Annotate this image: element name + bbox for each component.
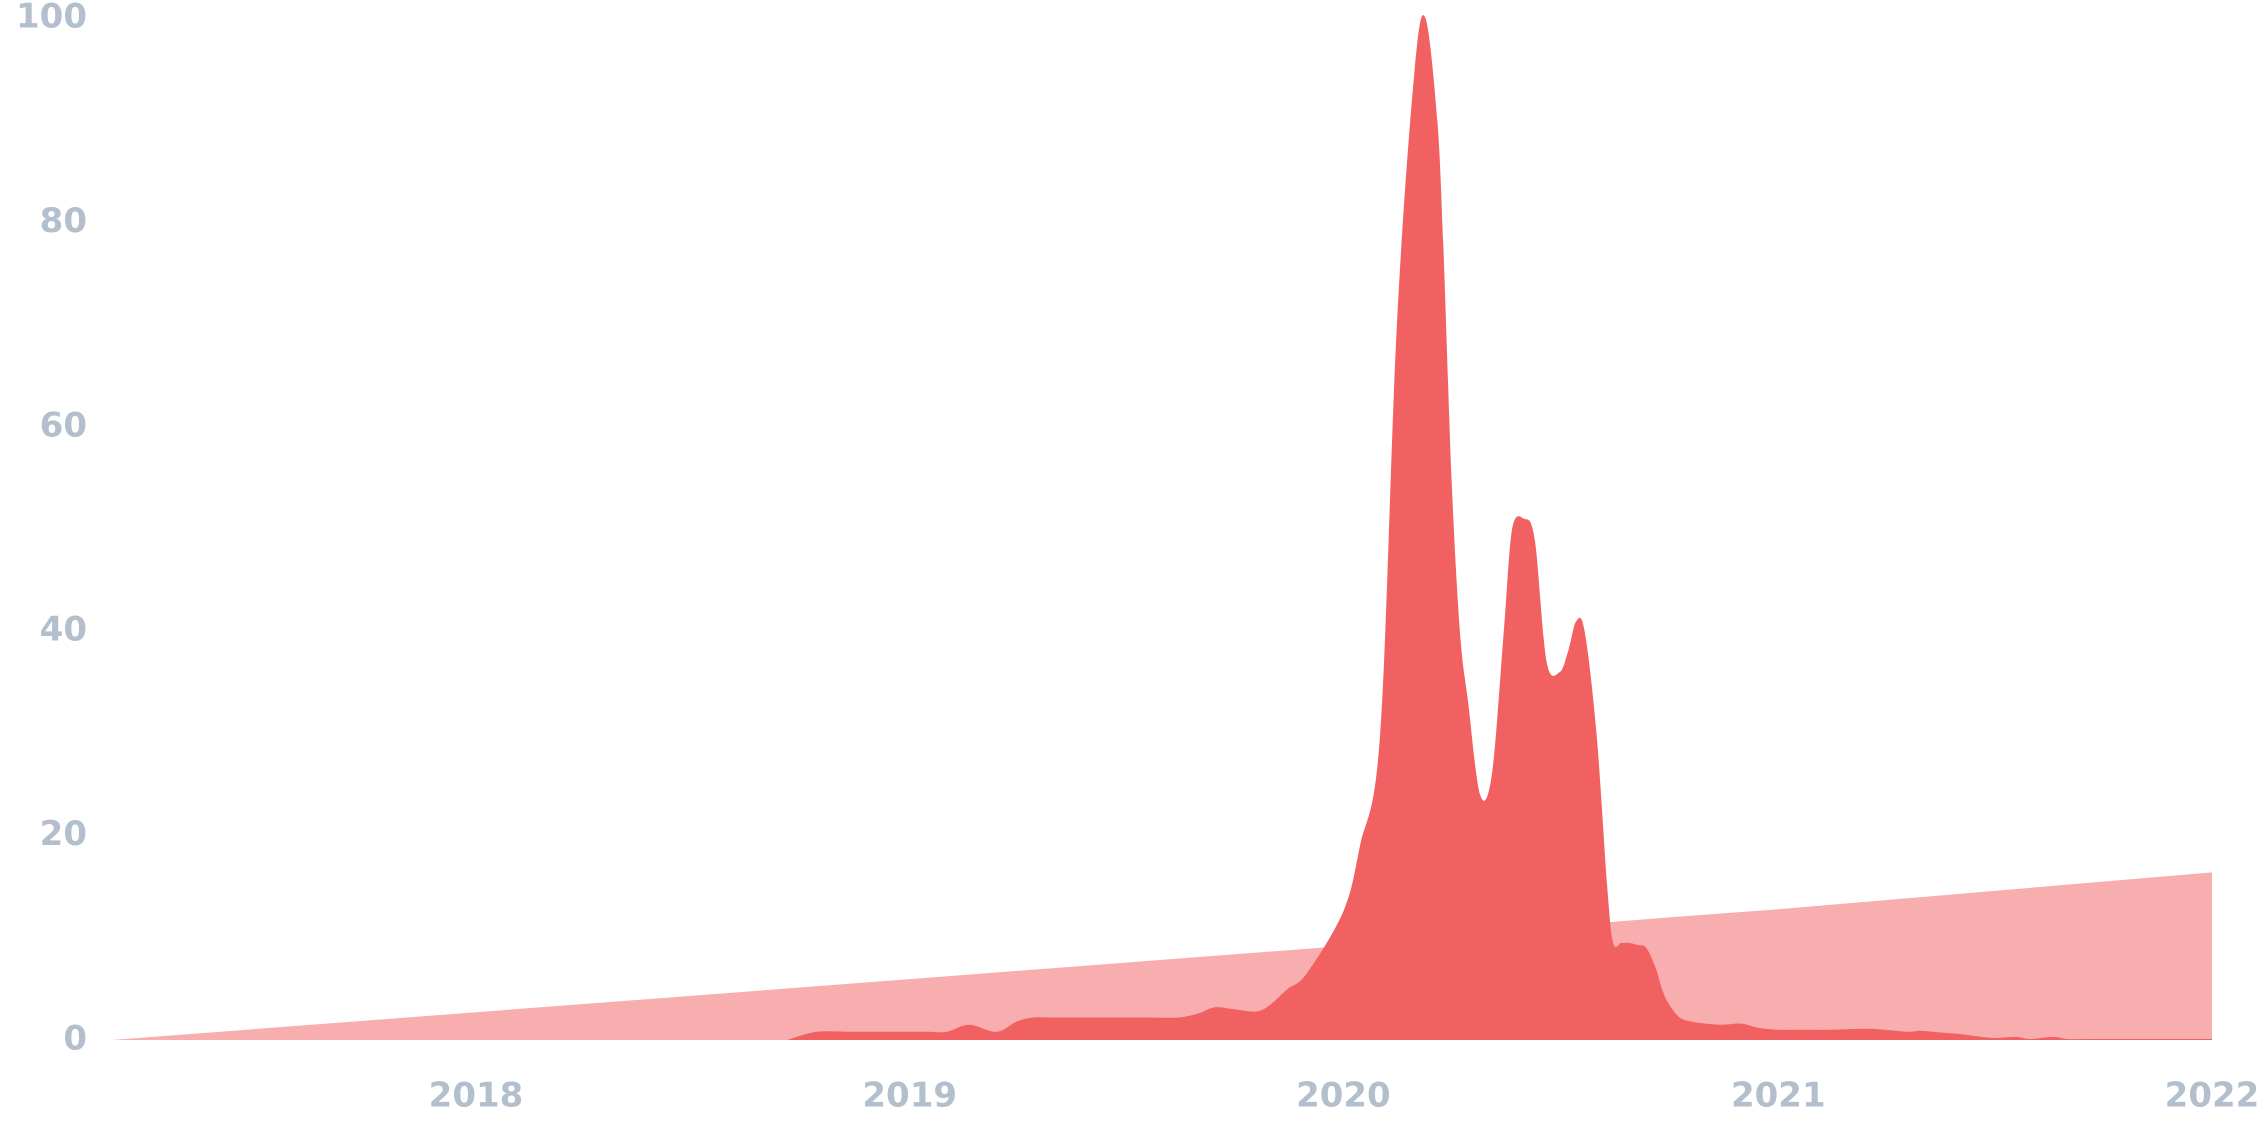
y-tick-label-40: 40	[40, 610, 87, 650]
x-tick-label-2020: 2020	[1296, 1076, 1391, 1116]
x-tick-label-2022: 2022	[2165, 1076, 2260, 1116]
x-tick-label-2018: 2018	[429, 1076, 524, 1116]
x-tick-label-2019: 2019	[862, 1076, 957, 1116]
y-axis: 0 20 40 60 80 100	[16, 0, 87, 1059]
trend-area	[112, 872, 2213, 1040]
y-tick-label-60: 60	[40, 405, 87, 445]
interest-area	[787, 15, 2212, 1041]
y-tick-label-0: 0	[63, 1019, 87, 1059]
chart-areas	[112, 15, 2213, 1041]
y-tick-label-100: 100	[16, 0, 87, 37]
x-tick-label-2021: 2021	[1731, 1076, 1826, 1116]
x-axis: 2018 2019 2020 2021 2022	[429, 1076, 2260, 1116]
y-tick-label-80: 80	[40, 201, 87, 241]
y-tick-label-20: 20	[40, 814, 87, 854]
